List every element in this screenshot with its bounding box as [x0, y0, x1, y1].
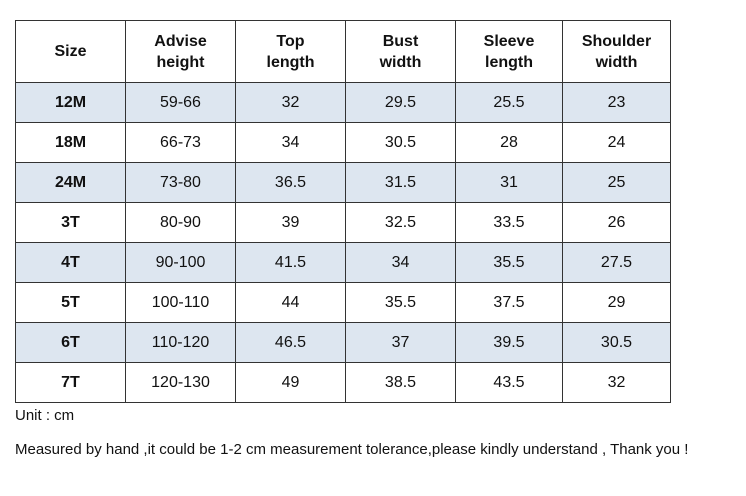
- value-cell: 26: [562, 202, 671, 243]
- size-cell: 12M: [15, 82, 126, 123]
- header-cell: Size: [15, 20, 126, 83]
- value-cell: 39.5: [455, 322, 563, 363]
- value-cell: 25.5: [455, 82, 563, 123]
- value-cell: 100-110: [125, 282, 236, 323]
- table-row: 5T 100-110 44 35.5 37.5 29: [15, 282, 671, 323]
- tolerance-note: Measured by hand ,it could be 1-2 cm mea…: [15, 441, 689, 458]
- unit-note: Unit : cm: [15, 407, 75, 424]
- size-cell: 24M: [15, 162, 126, 203]
- header-row: Size Advise height Top length Bust width Sle…: [15, 20, 671, 83]
- header-cell: Bust width: [345, 20, 456, 83]
- table-row: 3T 80-90 39 32.5 33.5 26: [15, 202, 671, 243]
- table-row: 7T 120-130 49 38.5 43.5 32: [15, 362, 671, 403]
- value-cell: 32.5: [345, 202, 456, 243]
- value-cell: 23: [562, 82, 671, 123]
- value-cell: 32: [235, 82, 346, 123]
- header-cell: Shoulder width: [562, 20, 671, 83]
- value-cell: 31: [455, 162, 563, 203]
- value-cell: 38.5: [345, 362, 456, 403]
- value-cell: 34: [235, 122, 346, 163]
- table-row: 24M 73-80 36.5 31.5 31 25: [15, 162, 671, 203]
- value-cell: 30.5: [345, 122, 456, 163]
- value-cell: 32: [562, 362, 671, 403]
- table-body: 12M 59-66 32 29.5 25.5 23 18M 66-73 34 30.5 28 24 24…: [15, 82, 671, 403]
- value-cell: 25: [562, 162, 671, 203]
- table-row: 4T 90-100 41.5 34 35.5 27.5: [15, 242, 671, 283]
- value-cell: 46.5: [235, 322, 346, 363]
- value-cell: 35.5: [345, 282, 456, 323]
- table-row: 18M 66-73 34 30.5 28 24: [15, 122, 671, 163]
- value-cell: 120-130: [125, 362, 236, 403]
- value-cell: 27.5: [562, 242, 671, 283]
- value-cell: 110-120: [125, 322, 236, 363]
- size-table: Size Advise height Top length Bust width Sle…: [15, 20, 671, 403]
- value-cell: 39: [235, 202, 346, 243]
- size-cell: 7T: [15, 362, 126, 403]
- value-cell: 80-90: [125, 202, 236, 243]
- size-cell: 6T: [15, 322, 126, 363]
- value-cell: 66-73: [125, 122, 236, 163]
- value-cell: 24: [562, 122, 671, 163]
- value-cell: 33.5: [455, 202, 563, 243]
- header-cell: Sleeve length: [455, 20, 563, 83]
- size-cell: 3T: [15, 202, 126, 243]
- size-cell: 4T: [15, 242, 126, 283]
- value-cell: 59-66: [125, 82, 236, 123]
- value-cell: 31.5: [345, 162, 456, 203]
- header-cell: Top length: [235, 20, 346, 83]
- value-cell: 43.5: [455, 362, 563, 403]
- header-cell: Advise height: [125, 20, 236, 83]
- value-cell: 34: [345, 242, 456, 283]
- value-cell: 49: [235, 362, 346, 403]
- value-cell: 30.5: [562, 322, 671, 363]
- value-cell: 28: [455, 122, 563, 163]
- size-cell: 18M: [15, 122, 126, 163]
- value-cell: 29.5: [345, 82, 456, 123]
- table-row: 6T 110-120 46.5 37 39.5 30.5: [15, 322, 671, 363]
- value-cell: 90-100: [125, 242, 236, 283]
- size-cell: 5T: [15, 282, 126, 323]
- value-cell: 73-80: [125, 162, 236, 203]
- value-cell: 44: [235, 282, 346, 323]
- table-row: 12M 59-66 32 29.5 25.5 23: [15, 82, 671, 123]
- value-cell: 37: [345, 322, 456, 363]
- value-cell: 37.5: [455, 282, 563, 323]
- value-cell: 41.5: [235, 242, 346, 283]
- value-cell: 36.5: [235, 162, 346, 203]
- value-cell: 29: [562, 282, 671, 323]
- value-cell: 35.5: [455, 242, 563, 283]
